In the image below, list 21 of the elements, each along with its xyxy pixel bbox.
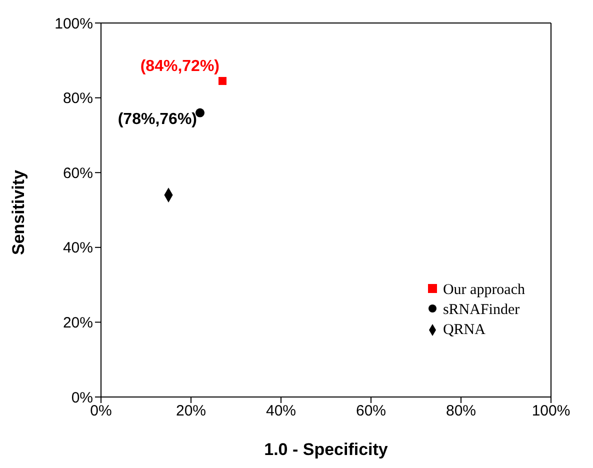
- y-tick-label: 0%: [71, 389, 93, 406]
- x-axis-title: 1.0 - Specificity: [264, 440, 388, 459]
- x-tick-label: 40%: [266, 402, 296, 420]
- y-tick-label: 100%: [54, 15, 93, 32]
- y-tick-label: 20%: [62, 314, 93, 332]
- y-axis-title: Sensitivity: [9, 169, 28, 255]
- legend-label: QRNA: [442, 321, 486, 340]
- y-tick-label: 40%: [62, 240, 93, 257]
- legend-label: sRNAFinder: [442, 301, 520, 320]
- y-tick-label: 60%: [62, 164, 93, 182]
- point: [218, 76, 226, 85]
- x-tick-label: 100%: [532, 402, 570, 420]
- x-tick-label: 20%: [176, 402, 206, 420]
- annotation: (84%,72%): [140, 58, 220, 75]
- x-tick-label: 60%: [356, 402, 386, 420]
- x-tick-label: 80%: [446, 402, 476, 420]
- annotation: (78%,76%): [118, 110, 197, 128]
- legend-label: Our approach: [442, 281, 525, 300]
- point: [195, 108, 205, 118]
- x-tick-label: 0%: [90, 402, 112, 420]
- y-tick-label: 80%: [62, 90, 93, 108]
